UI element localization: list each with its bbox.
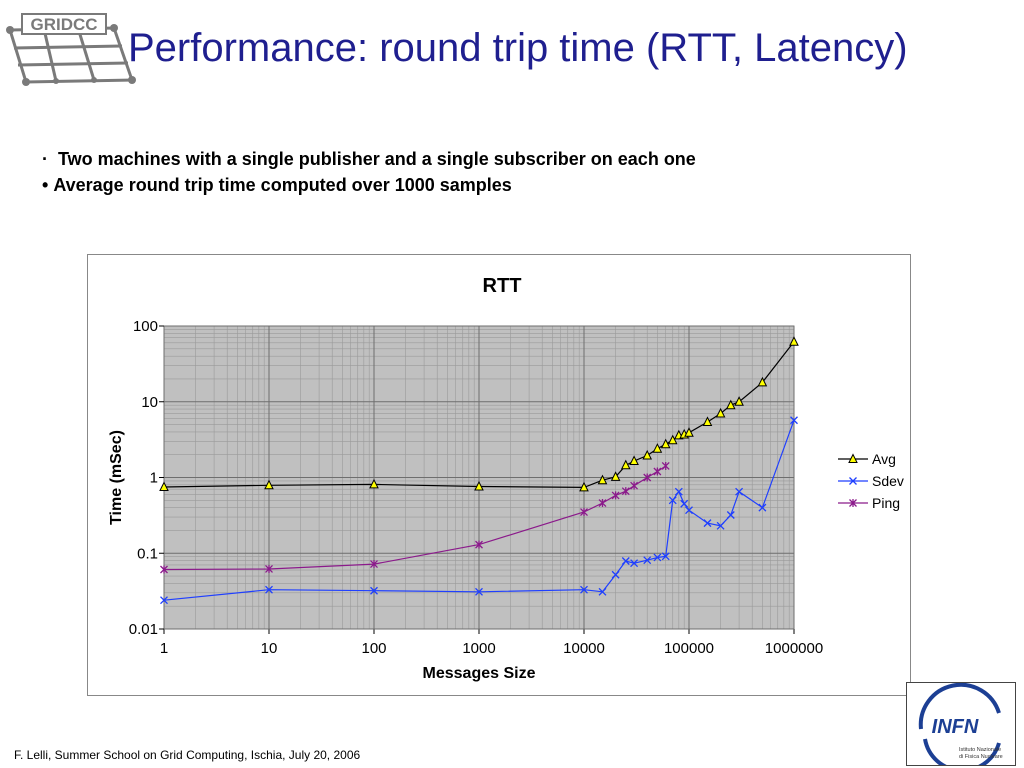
data-point-sdev <box>735 487 744 496</box>
data-point-ping <box>580 508 588 517</box>
infn-line2: di Fisica Nucleare <box>959 754 1003 760</box>
data-point-avg <box>579 481 589 492</box>
data-point-ping <box>265 564 273 573</box>
legend-label-sdev: Sdev <box>872 473 904 489</box>
x-tick-label: 1 <box>160 640 168 657</box>
gridcc-logo: GRIDCC <box>6 13 136 86</box>
data-point-sdev <box>370 586 378 595</box>
slide-title: Performance: round trip time (RTT, Laten… <box>128 26 908 70</box>
data-point-avg <box>725 399 736 410</box>
data-point-ping <box>611 491 620 500</box>
legend-label-avg: Avg <box>872 451 896 467</box>
infn-logo: INFN Istituto Nazionale di Fisica Nuclea… <box>906 682 1016 766</box>
data-point-ping <box>475 540 483 549</box>
data-point-avg <box>597 474 608 485</box>
data-point-avg <box>789 336 799 346</box>
data-point-sdev <box>475 587 483 596</box>
bullet-text: Average round trip time computed over 10… <box>53 175 512 195</box>
data-point-sdev <box>630 559 639 568</box>
data-point-avg <box>610 471 621 481</box>
bullet-text: Two machines with a single publisher and… <box>58 149 696 169</box>
data-point-sdev <box>726 511 735 519</box>
data-point-avg <box>660 438 671 449</box>
bullet-list: · Two machines with a single publisher a… <box>42 146 696 198</box>
data-point-avg <box>667 434 678 445</box>
x-tick-label: 10 <box>261 640 278 657</box>
x-tick-label: 100000 <box>664 640 714 657</box>
data-point-sdev <box>598 587 607 596</box>
x-tick-label: 1000000 <box>765 640 823 657</box>
data-point-sdev <box>703 519 712 528</box>
series-line-avg <box>163 341 795 489</box>
data-point-avg <box>369 478 379 489</box>
series-line-sdev <box>163 419 795 601</box>
y-axis-label: Time (mSec) <box>108 430 125 525</box>
data-point-avg <box>642 449 653 460</box>
legend-marker-avg <box>848 453 858 463</box>
data-point-ping <box>653 467 662 476</box>
data-point-sdev <box>668 496 677 505</box>
y-tick-label: 0.01 <box>129 621 158 638</box>
data-point-sdev <box>160 596 168 605</box>
infn-name: INFN <box>932 716 979 738</box>
data-point-sdev <box>580 585 588 594</box>
legend-marker-sdev <box>849 477 857 485</box>
bullet-item: · Two machines with a single publisher a… <box>42 149 696 169</box>
infn-line1: Istituto Nazionale <box>959 747 1001 753</box>
data-point-ping <box>598 499 607 508</box>
data-point-avg <box>715 407 726 418</box>
data-point-sdev <box>621 557 630 565</box>
data-point-ping <box>370 560 378 569</box>
y-tick-label: 1 <box>150 470 158 487</box>
x-tick-label: 1000 <box>462 640 495 657</box>
data-point-sdev <box>265 585 273 594</box>
legend-label-ping: Ping <box>872 495 900 511</box>
data-point-ping <box>621 487 630 496</box>
data-point-sdev <box>653 553 662 562</box>
chart-title: RTT <box>483 275 522 297</box>
rtt-chart: 1 10 100 1000 10000 100000 1000000 0.01 0.1 1 10 10… <box>108 275 910 682</box>
x-tick-label: 10000 <box>563 640 605 657</box>
data-point-avg <box>620 459 631 470</box>
y-tick-label: 100 <box>133 318 158 335</box>
data-point-avg <box>629 455 639 466</box>
data-point-avg <box>264 479 274 490</box>
bullet-item: • Average round trip time computed over … <box>42 175 512 195</box>
data-point-sdev <box>680 499 689 508</box>
data-point-avg <box>702 416 713 427</box>
data-point-sdev <box>611 570 620 579</box>
y-tick-label: 10 <box>141 394 158 411</box>
data-point-avg <box>652 443 663 453</box>
logo-text: GRIDCC <box>30 15 97 34</box>
legend-marker-ping <box>849 499 857 507</box>
chart-frame: 1 10 100 1000 10000 100000 1000000 0.01 0.1 1 10 10… <box>87 254 911 696</box>
data-point-sdev <box>758 503 767 512</box>
data-point-ping <box>661 461 670 470</box>
data-point-ping <box>160 565 168 574</box>
data-point-sdev <box>661 552 670 561</box>
data-point-avg <box>474 480 484 491</box>
footer-text: F. Lelli, Summer School on Grid Computin… <box>14 748 361 762</box>
data-point-sdev <box>674 487 683 496</box>
data-point-avg <box>684 427 694 437</box>
x-axis-label: Messages Size <box>423 665 536 682</box>
data-point-ping <box>630 481 639 490</box>
data-point-ping <box>643 473 652 482</box>
data-point-avg <box>159 481 169 491</box>
y-tick-label: 0.1 <box>137 545 158 562</box>
data-point-sdev <box>643 556 652 565</box>
data-point-sdev <box>790 416 798 425</box>
data-point-sdev <box>716 521 725 530</box>
data-point-sdev <box>685 506 693 515</box>
data-point-avg <box>757 376 768 387</box>
data-point-avg <box>734 396 744 406</box>
x-tick-label: 100 <box>361 640 386 657</box>
